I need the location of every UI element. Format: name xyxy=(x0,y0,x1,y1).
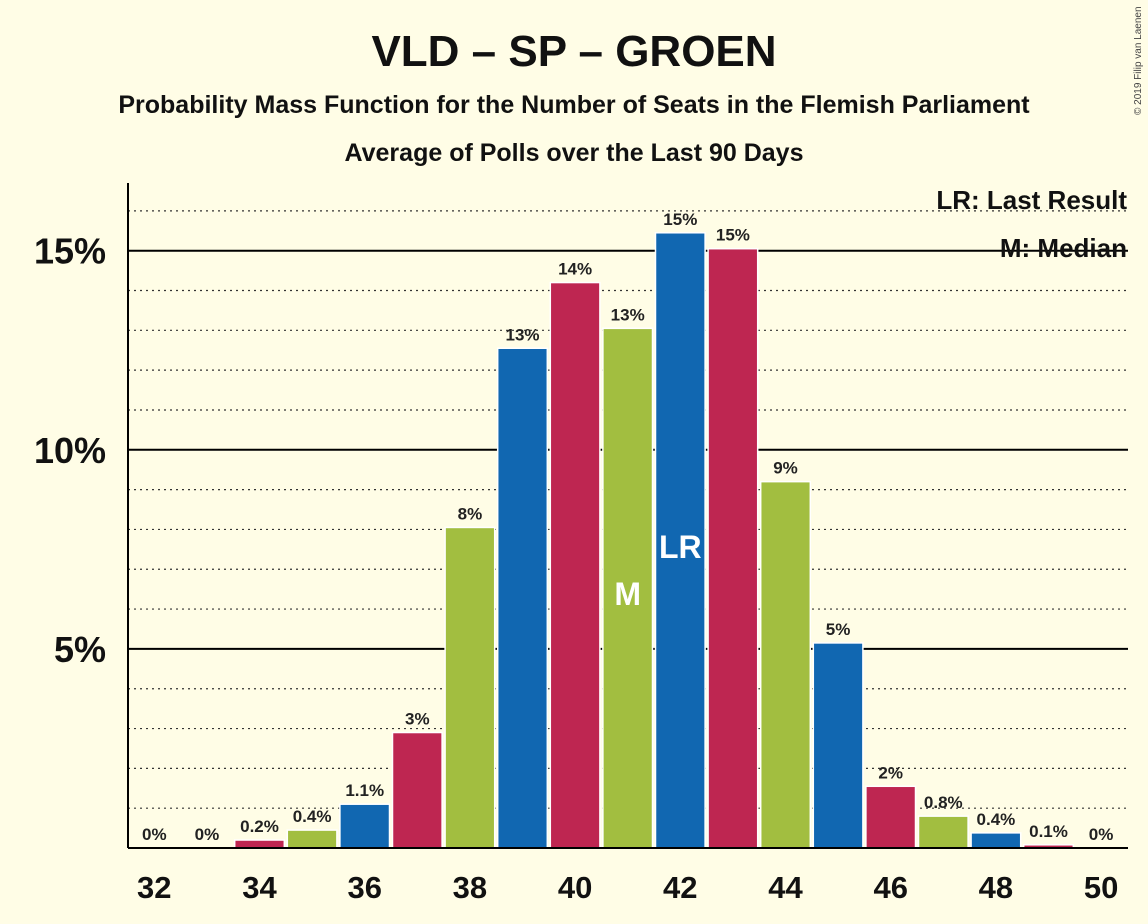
data-label-seat-37: 3% xyxy=(405,710,430,729)
x-tick-label: 34 xyxy=(242,870,277,905)
chart-title: VLD – SP – GROEN xyxy=(371,27,776,76)
bar-seat-45 xyxy=(812,642,864,849)
axes-group: 32 34 36 38 40 42 44 46 48 50 xyxy=(127,183,1128,905)
data-label-seat-38: 8% xyxy=(458,504,483,523)
data-label-seat-39: 13% xyxy=(505,325,539,344)
data-label-seat-33: 0% xyxy=(195,825,220,844)
x-tick-label: 46 xyxy=(873,870,907,905)
x-tick-label: 40 xyxy=(558,870,592,905)
bar-seat-44 xyxy=(759,480,812,849)
y-tick-label: 10% xyxy=(34,430,106,471)
bar-seat-35 xyxy=(286,829,338,849)
y-tick-label: 15% xyxy=(34,231,106,272)
bar-seat-36 xyxy=(339,803,391,849)
legend-last-result: LR: Last Result xyxy=(936,185,1127,215)
data-label-seat-44: 9% xyxy=(773,459,798,478)
data-label-seat-43: 15% xyxy=(716,226,750,245)
data-label-seat-35: 0.4% xyxy=(293,807,332,826)
data-label-seat-47: 0.8% xyxy=(924,793,963,812)
data-label-seat-36: 1.1% xyxy=(345,781,384,800)
bar-seat-46 xyxy=(865,785,917,849)
x-tick-label: 50 xyxy=(1084,870,1118,905)
legend: LR: Last Result M: Median xyxy=(936,185,1127,263)
legend-median: M: Median xyxy=(1000,233,1127,263)
bar-seat-39 xyxy=(496,347,549,849)
y-tick-label: 5% xyxy=(54,629,106,670)
data-label-seat-49: 0.1% xyxy=(1029,822,1068,841)
last-result-marker: LR xyxy=(659,529,702,565)
bar-seat-41 xyxy=(602,327,654,849)
bar-seat-37 xyxy=(391,731,443,849)
data-label-seat-45: 5% xyxy=(826,620,851,639)
chart-subtitle-2: Average of Polls over the Last 90 Days xyxy=(345,139,804,167)
median-marker: M xyxy=(614,576,641,612)
bars-group: 0% 0% 0.2% 0.4% 1.1% 3% 8% 13% 14% 13% M 15% LR 15% 9%… xyxy=(142,210,1114,849)
x-tick-label: 36 xyxy=(347,870,381,905)
data-label-seat-46: 2% xyxy=(878,763,903,782)
x-tick-label: 38 xyxy=(453,870,487,905)
data-label-seat-50: 0% xyxy=(1089,825,1114,844)
bar-seat-40 xyxy=(549,281,601,849)
chart-subtitle: Probability Mass Function for the Number… xyxy=(118,91,1030,119)
data-label-seat-48: 0.4% xyxy=(977,810,1016,829)
x-tick-label: 32 xyxy=(137,870,171,905)
data-label-seat-40: 14% xyxy=(558,260,592,279)
bar-seat-42 xyxy=(654,232,706,849)
data-label-seat-41: 13% xyxy=(611,305,645,324)
data-label-seat-34: 0.2% xyxy=(240,817,279,836)
bar-seat-48 xyxy=(970,832,1022,849)
bar-seat-38 xyxy=(444,526,496,849)
bar-seat-47 xyxy=(917,815,969,849)
data-label-seat-42: 15% xyxy=(663,210,697,229)
bar-seat-34 xyxy=(233,839,286,849)
data-label-seat-32: 0% xyxy=(142,825,167,844)
x-tick-label: 48 xyxy=(979,870,1013,905)
copyright-note: © 2019 Filip van Laenen xyxy=(1133,6,1144,115)
bar-seat-43 xyxy=(707,247,759,849)
x-tick-label: 42 xyxy=(663,870,697,905)
x-tick-label: 44 xyxy=(768,870,803,905)
